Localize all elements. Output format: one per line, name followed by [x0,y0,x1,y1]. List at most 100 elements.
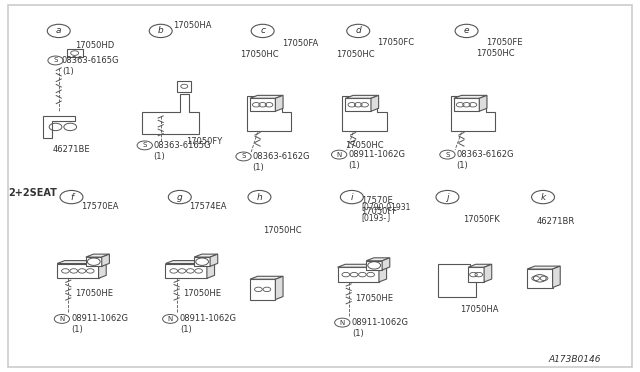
Text: S: S [445,152,450,158]
Polygon shape [102,254,109,266]
Polygon shape [382,258,390,270]
Polygon shape [166,260,214,263]
Text: (1): (1) [352,329,364,338]
Polygon shape [468,264,492,267]
Text: 17050HA: 17050HA [460,305,499,314]
Text: 46271BE: 46271BE [52,145,90,154]
Text: (1): (1) [252,163,264,172]
Text: 17050FF: 17050FF [362,207,397,217]
Text: 17050HA: 17050HA [173,21,212,30]
Text: 08363-6165G: 08363-6165G [62,56,120,65]
Text: A173B0146: A173B0146 [548,355,601,364]
Text: 17050HC: 17050HC [476,49,515,58]
Polygon shape [337,264,387,267]
Polygon shape [479,95,487,111]
Text: (1): (1) [72,326,83,334]
Text: k: k [540,193,546,202]
Text: 17050HC: 17050HC [346,141,384,150]
Polygon shape [552,266,560,288]
Text: g: g [177,193,182,202]
Text: b: b [158,26,164,35]
Text: c: c [260,26,265,35]
Polygon shape [342,96,387,131]
Text: f: f [70,193,73,202]
Text: 17050HC: 17050HC [336,51,374,60]
Text: 08911-1062G: 08911-1062G [180,314,237,323]
Polygon shape [99,260,106,278]
Text: e: e [464,26,469,35]
Polygon shape [141,94,199,134]
Text: 17570E: 17570E [362,196,393,205]
Text: 17570EA: 17570EA [81,202,118,211]
Polygon shape [250,95,283,98]
Text: N: N [340,320,345,326]
Text: 17050FE: 17050FE [486,38,522,46]
Polygon shape [366,258,390,261]
Text: 08363-6162G: 08363-6162G [456,150,514,159]
Text: 17050FC: 17050FC [378,38,415,46]
Polygon shape [57,263,99,278]
Polygon shape [43,116,75,138]
Polygon shape [250,279,275,299]
Text: (1): (1) [456,161,468,170]
Text: (1): (1) [180,326,191,334]
Text: 17050HC: 17050HC [262,226,301,235]
Text: N: N [168,316,173,322]
Text: 17050HD: 17050HD [75,41,114,50]
Text: j: j [446,193,449,202]
Text: 17050FK: 17050FK [463,215,500,224]
Polygon shape [275,276,283,299]
Text: N: N [337,152,342,158]
Polygon shape [527,269,552,288]
Text: 08911-1062G: 08911-1062G [352,318,409,327]
Text: S: S [241,154,246,160]
Text: [0193-: [0193- [362,213,387,222]
Polygon shape [250,276,283,279]
Polygon shape [438,263,476,297]
Text: 46271BR: 46271BR [537,217,575,225]
Bar [67,49,83,57]
Text: 17574EA: 17574EA [189,202,227,211]
Polygon shape [451,96,495,131]
Text: S: S [53,57,58,64]
Text: d: d [355,26,361,35]
Text: (1): (1) [153,152,164,161]
Polygon shape [250,98,275,111]
Polygon shape [194,257,210,266]
Polygon shape [454,98,479,111]
Text: (1): (1) [62,67,74,76]
Text: (1): (1) [348,161,360,170]
Polygon shape [86,254,109,257]
Polygon shape [346,95,379,98]
Text: 08911-1062G: 08911-1062G [72,314,129,323]
Polygon shape [346,98,371,111]
Polygon shape [484,264,492,282]
Polygon shape [379,264,387,282]
Bar [177,81,191,92]
Text: 17050HC: 17050HC [241,51,279,60]
Polygon shape [207,260,214,278]
Polygon shape [246,96,291,131]
Text: 17050HE: 17050HE [355,294,393,303]
Text: h: h [257,193,262,202]
Text: 17050HE: 17050HE [183,289,221,298]
Text: 17050HE: 17050HE [75,289,113,298]
Text: S: S [143,142,147,148]
Text: [0790-01931: [0790-01931 [362,202,411,211]
Text: 2+2SEAT: 2+2SEAT [8,188,56,198]
Polygon shape [337,267,379,282]
Text: 17050FY: 17050FY [186,137,223,146]
Polygon shape [468,267,484,282]
Polygon shape [194,254,218,257]
Text: 08363-6162G: 08363-6162G [252,152,310,161]
Text: N: N [60,316,65,322]
Text: 08363-6165G: 08363-6165G [153,141,211,150]
Polygon shape [57,260,106,263]
Polygon shape [454,95,487,98]
Text: 08911-1062G: 08911-1062G [348,150,405,159]
Polygon shape [371,95,379,111]
Polygon shape [366,261,382,270]
Text: a: a [56,26,61,35]
Polygon shape [210,254,218,266]
Text: 17050FA: 17050FA [282,39,318,48]
